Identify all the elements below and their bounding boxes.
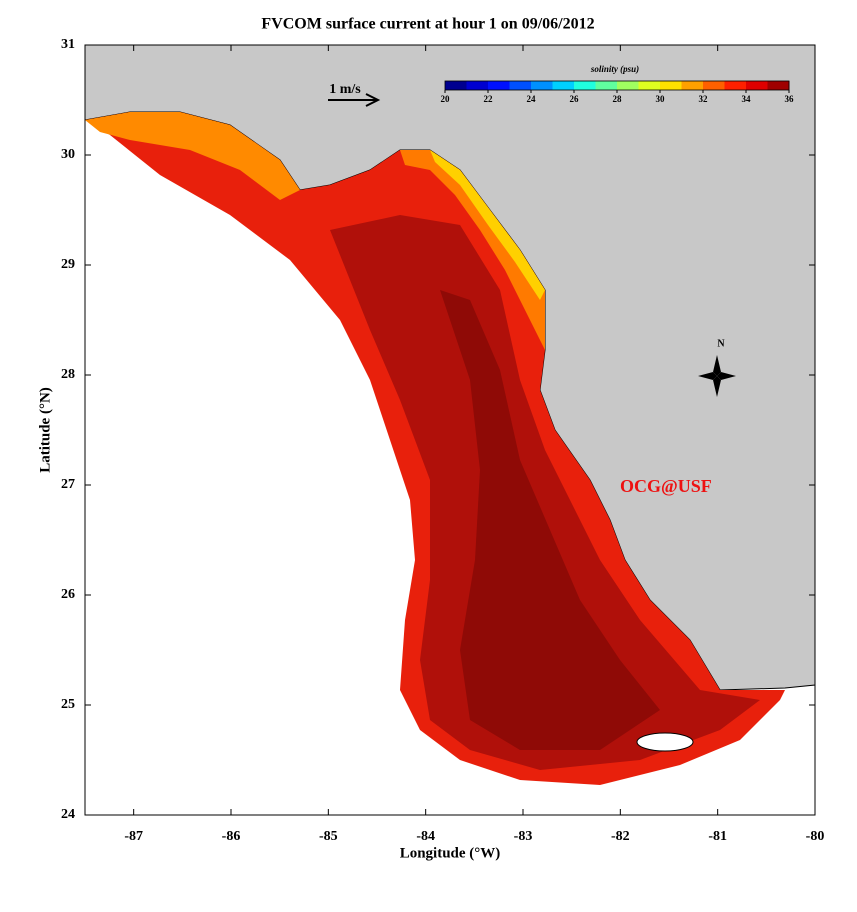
compass-label: N <box>717 338 725 349</box>
colorbar-segment <box>724 81 747 90</box>
y-tick-label: 30 <box>61 147 75 162</box>
y-tick-label: 27 <box>61 477 75 492</box>
compass-rose <box>698 355 736 397</box>
colorbar-segment <box>595 81 618 90</box>
colorbar-segment <box>466 81 489 90</box>
colorbar-segment <box>681 81 704 90</box>
high-salinity-core <box>440 290 660 750</box>
keys-island <box>636 732 694 752</box>
x-tick-label: -87 <box>124 829 143 844</box>
colorbar-segment <box>509 81 532 90</box>
colorbar-segment <box>531 81 553 90</box>
colorbar-segment <box>617 81 639 90</box>
low-salinity-band <box>85 112 300 200</box>
x-tick-label: -83 <box>514 829 533 844</box>
colorbar-label: solinity (psu) <box>590 64 639 74</box>
colorbar-tick-label: 24 <box>527 94 537 104</box>
colorbar-tick-label: 22 <box>484 94 494 104</box>
colorbar-tick-label: 20 <box>441 94 451 104</box>
colorbar-tick-label: 28 <box>613 94 623 104</box>
high-salinity-core <box>330 215 760 770</box>
colorbar-segment <box>488 81 510 90</box>
y-tick-label: 31 <box>61 37 75 52</box>
y-tick-label: 25 <box>61 697 75 712</box>
colorbar-segment <box>746 81 768 90</box>
x-tick-label: -80 <box>806 829 825 844</box>
x-axis-label: Longitude (°W) <box>400 845 501 861</box>
x-tick-label: -86 <box>222 829 241 844</box>
y-tick-label: 24 <box>61 807 75 822</box>
colorbar-tick-label: 26 <box>570 94 580 104</box>
x-tick-label: -82 <box>611 829 630 844</box>
colorbar-segment <box>703 81 725 90</box>
colorbar-tick-label: 30 <box>656 94 666 104</box>
colorbar-segment <box>638 81 661 90</box>
plot-frame <box>84 44 816 816</box>
scale-arrow <box>328 93 381 107</box>
y-tick-label: 29 <box>61 257 75 272</box>
chart-title: FVCOM surface current at hour 1 on 09/06… <box>261 16 594 33</box>
credit: OCG@USF <box>620 476 712 496</box>
colorbar-segment <box>660 81 682 90</box>
y-tick-label: 28 <box>61 367 75 382</box>
y-axis-label: Latitude (°N) <box>37 387 53 473</box>
colorbar-segment <box>445 81 467 90</box>
y-tick-label: 26 <box>61 587 75 602</box>
scale-arrow-label: 1 m/s <box>329 82 361 97</box>
colorbar-tick-label: 36 <box>785 94 795 104</box>
colorbar-segment <box>767 81 790 90</box>
low-salinity-band <box>430 150 545 300</box>
colorbar-segment <box>574 81 596 90</box>
colorbar-segment <box>552 81 575 90</box>
colorbar-tick-label: 32 <box>699 94 709 104</box>
x-tick-label: -81 <box>708 829 727 844</box>
x-tick-label: -84 <box>416 829 435 844</box>
x-tick-label: -85 <box>319 829 338 844</box>
colorbar-tick-label: 34 <box>742 94 752 104</box>
